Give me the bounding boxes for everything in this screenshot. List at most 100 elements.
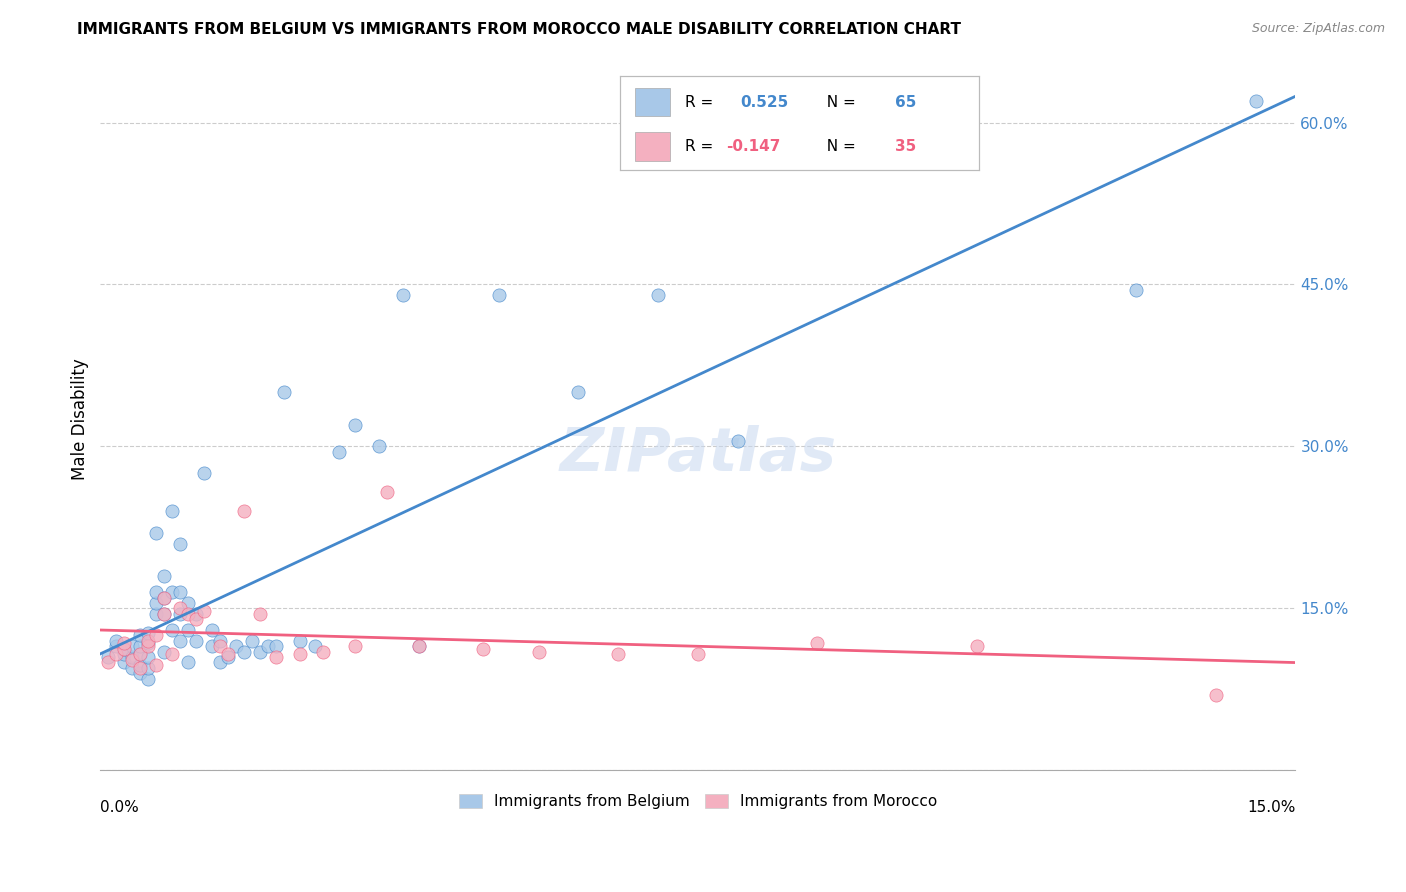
Point — [184, 633, 207, 648]
Point — [567, 385, 589, 400]
Point — [471, 642, 494, 657]
Point — [145, 628, 167, 642]
Point — [169, 536, 191, 550]
Point — [273, 385, 295, 400]
Point — [1205, 688, 1227, 702]
Point — [686, 647, 709, 661]
Point — [177, 656, 200, 670]
Point — [408, 639, 430, 653]
Point — [375, 484, 398, 499]
Text: 0.0%: 0.0% — [100, 800, 139, 815]
Text: Source: ZipAtlas.com: Source: ZipAtlas.com — [1251, 22, 1385, 36]
Point — [408, 639, 430, 653]
Point — [727, 434, 749, 448]
Point — [312, 644, 335, 658]
Point — [129, 661, 152, 675]
Point — [136, 626, 159, 640]
Point — [145, 585, 167, 599]
Point — [169, 585, 191, 599]
Point — [177, 623, 200, 637]
Point — [129, 647, 152, 661]
Point — [121, 661, 143, 675]
Point — [105, 639, 128, 653]
Point — [153, 591, 176, 605]
Point — [160, 504, 183, 518]
Point — [169, 601, 191, 615]
Point — [112, 642, 135, 657]
Point — [153, 607, 176, 621]
Point — [129, 639, 152, 653]
Point — [145, 657, 167, 672]
Point — [169, 633, 191, 648]
Point — [966, 639, 988, 653]
Point — [249, 607, 271, 621]
Point — [201, 623, 224, 637]
Point — [344, 639, 367, 653]
Point — [647, 288, 669, 302]
Point — [129, 666, 152, 681]
Point — [264, 639, 287, 653]
Point — [136, 661, 159, 675]
Point — [97, 656, 120, 670]
Point — [184, 612, 207, 626]
Point — [344, 417, 367, 432]
Point — [129, 628, 152, 642]
Point — [105, 647, 128, 661]
Point — [136, 633, 159, 648]
Point — [225, 639, 247, 653]
Point — [153, 569, 176, 583]
Point — [288, 647, 311, 661]
Point — [217, 650, 239, 665]
Point — [121, 650, 143, 665]
Point — [488, 288, 510, 302]
Point — [1244, 94, 1267, 108]
Point — [97, 650, 120, 665]
Point — [177, 607, 200, 621]
Point — [201, 639, 224, 653]
Point — [121, 639, 143, 653]
Point — [136, 636, 159, 650]
Point — [256, 639, 278, 653]
Point — [264, 650, 287, 665]
Point — [112, 642, 135, 657]
Y-axis label: Male Disability: Male Disability — [72, 359, 89, 480]
Point — [1125, 283, 1147, 297]
Point — [169, 607, 191, 621]
Point — [136, 639, 159, 653]
Point — [208, 656, 231, 670]
Point — [232, 504, 254, 518]
Point — [105, 633, 128, 648]
Point — [112, 636, 135, 650]
Point — [527, 644, 550, 658]
Point — [145, 596, 167, 610]
Point — [160, 623, 183, 637]
Point — [160, 647, 183, 661]
Point — [153, 644, 176, 658]
Point — [208, 639, 231, 653]
Point — [288, 633, 311, 648]
Point — [328, 445, 350, 459]
Point — [193, 467, 215, 481]
Point — [153, 591, 176, 605]
Point — [240, 633, 263, 648]
Point — [368, 439, 391, 453]
Text: 15.0%: 15.0% — [1247, 800, 1295, 815]
Point — [121, 653, 143, 667]
Text: IMMIGRANTS FROM BELGIUM VS IMMIGRANTS FROM MOROCCO MALE DISABILITY CORRELATION C: IMMIGRANTS FROM BELGIUM VS IMMIGRANTS FR… — [77, 22, 962, 37]
Legend: Immigrants from Belgium, Immigrants from Morocco: Immigrants from Belgium, Immigrants from… — [453, 788, 943, 815]
Point — [806, 636, 828, 650]
Point — [232, 644, 254, 658]
Point — [153, 607, 176, 621]
Point — [217, 647, 239, 661]
Point — [160, 585, 183, 599]
Point — [145, 525, 167, 540]
Point — [249, 644, 271, 658]
Point — [112, 647, 135, 661]
Point — [208, 633, 231, 648]
Point — [177, 596, 200, 610]
Point — [193, 603, 215, 617]
Text: ZIPatlas: ZIPatlas — [560, 425, 837, 484]
Point — [129, 647, 152, 661]
Point — [607, 647, 630, 661]
Point — [136, 650, 159, 665]
